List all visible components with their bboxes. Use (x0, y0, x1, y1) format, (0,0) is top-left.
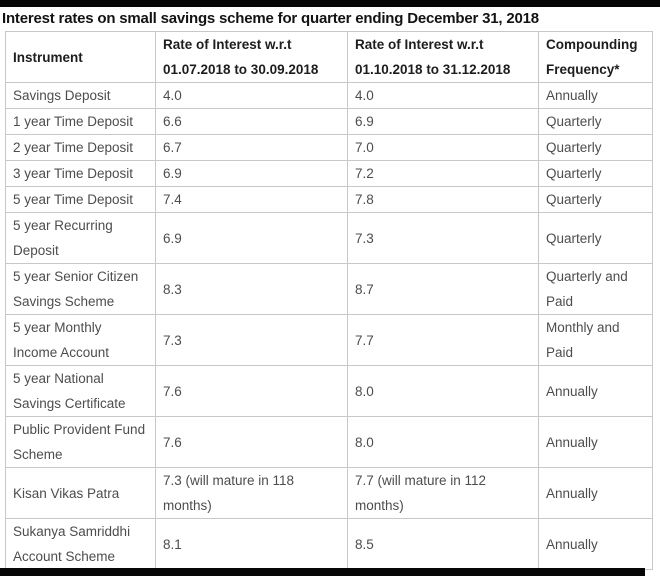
cell-rate-oct-dec-2018: 8.5 (347, 518, 539, 570)
table-row: Kisan Vikas Patra 7.3 (will mature in 118… (5, 467, 653, 519)
table-row: 3 year Time Deposit 6.9 7.2 Quarterly (5, 160, 653, 187)
cell-rate-jul-sep-2018: 7.6 (155, 365, 348, 417)
cell-rate-oct-dec-2018: 7.8 (347, 186, 539, 213)
col-header-rate-jul-sep: Rate of Interest w.r.t 01.07.2018 to 30.… (155, 31, 348, 83)
table-row: Sukanya Samriddhi Account Scheme 8.1 8.5 An… (5, 518, 653, 570)
cell-rate-jul-sep-2018: 6.7 (155, 134, 348, 161)
cell-compounding-frequency: Monthly and Paid (538, 314, 653, 366)
cell-rate-oct-dec-2018: 7.7 (347, 314, 539, 366)
cell-rate-jul-sep-2018: 7.3 (will mature in 118 months) (155, 467, 348, 519)
cell-compounding-frequency: Quarterly (538, 108, 653, 135)
table-row: Public Provident Fund Scheme 7.6 8.0 Annual… (5, 416, 653, 468)
cell-rate-jul-sep-2018: 4.0 (155, 82, 348, 109)
cell-rate-jul-sep-2018: 6.9 (155, 212, 348, 264)
cell-rate-jul-sep-2018: 8.1 (155, 518, 348, 570)
cell-rate-oct-dec-2018: 6.9 (347, 108, 539, 135)
cell-instrument: Kisan Vikas Patra (5, 467, 156, 519)
cell-compounding-frequency: Quarterly (538, 212, 653, 264)
cell-instrument: 5 year Monthly Income Account (5, 314, 156, 366)
page-title: Interest rates on small savings scheme f… (2, 10, 539, 27)
cell-compounding-frequency: Annually (538, 467, 653, 519)
cell-compounding-frequency: Quarterly (538, 186, 653, 213)
top-border-bar (0, 0, 660, 7)
table-row: Savings Deposit 4.0 4.0 Annually (5, 82, 653, 109)
cell-compounding-frequency: Annually (538, 416, 653, 468)
col-header-rate-oct-dec: Rate of Interest w.r.t 01.10.2018 to 31.… (347, 31, 539, 83)
cell-compounding-frequency: Annually (538, 365, 653, 417)
cell-instrument: 5 year Time Deposit (5, 186, 156, 213)
cell-rate-oct-dec-2018: 7.7 (will mature in 112 months) (347, 467, 539, 519)
cell-rate-oct-dec-2018: 8.7 (347, 263, 539, 315)
cell-instrument: 1 year Time Deposit (5, 108, 156, 135)
cell-instrument: 2 year Time Deposit (5, 134, 156, 161)
cell-instrument: Public Provident Fund Scheme (5, 416, 156, 468)
cell-rate-jul-sep-2018: 8.3 (155, 263, 348, 315)
bottom-border-bar (0, 568, 645, 576)
interest-rates-table: Instrument Rate of Interest w.r.t 01.07.… (5, 31, 653, 570)
cell-compounding-frequency: Quarterly (538, 134, 653, 161)
cell-instrument: 5 year Recurring Deposit (5, 212, 156, 264)
cell-rate-oct-dec-2018: 8.0 (347, 416, 539, 468)
table-row: 1 year Time Deposit 6.6 6.9 Quarterly (5, 108, 653, 135)
cell-rate-oct-dec-2018: 4.0 (347, 82, 539, 109)
cell-instrument: 5 year Senior Citizen Savings Scheme (5, 263, 156, 315)
cell-compounding-frequency: Annually (538, 82, 653, 109)
cell-compounding-frequency: Annually (538, 518, 653, 570)
cell-rate-oct-dec-2018: 7.0 (347, 134, 539, 161)
table-row: 5 year Time Deposit 7.4 7.8 Quarterly (5, 186, 653, 213)
table-row: 5 year Senior Citizen Savings Scheme 8.3 8… (5, 263, 653, 315)
table-row: 5 year Monthly Income Account 7.3 7.7 Month… (5, 314, 653, 366)
header-row: Instrument Rate of Interest w.r.t 01.07.… (5, 31, 653, 83)
cell-compounding-frequency: Quarterly and Paid (538, 263, 653, 315)
cell-instrument: Sukanya Samriddhi Account Scheme (5, 518, 156, 570)
col-header-compounding-frequency: Compounding Frequency* (538, 31, 653, 83)
cell-rate-oct-dec-2018: 8.0 (347, 365, 539, 417)
cell-rate-jul-sep-2018: 7.6 (155, 416, 348, 468)
cell-rate-jul-sep-2018: 6.6 (155, 108, 348, 135)
cell-rate-jul-sep-2018: 7.4 (155, 186, 348, 213)
cell-rate-oct-dec-2018: 7.3 (347, 212, 539, 264)
cell-rate-oct-dec-2018: 7.2 (347, 160, 539, 187)
cell-instrument: 5 year National Savings Certificate (5, 365, 156, 417)
col-header-instrument: Instrument (5, 31, 156, 83)
table-row: 5 year Recurring Deposit 6.9 7.3 Quarterly (5, 212, 653, 264)
cell-instrument: 3 year Time Deposit (5, 160, 156, 187)
table-row: 5 year National Savings Certificate 7.6 8.… (5, 365, 653, 417)
cell-rate-jul-sep-2018: 6.9 (155, 160, 348, 187)
table-row: 2 year Time Deposit 6.7 7.0 Quarterly (5, 134, 653, 161)
cell-instrument: Savings Deposit (5, 82, 156, 109)
table-body: Savings Deposit 4.0 4.0 Annually 1 year Time… (5, 82, 653, 570)
cell-compounding-frequency: Quarterly (538, 160, 653, 187)
cell-rate-jul-sep-2018: 7.3 (155, 314, 348, 366)
